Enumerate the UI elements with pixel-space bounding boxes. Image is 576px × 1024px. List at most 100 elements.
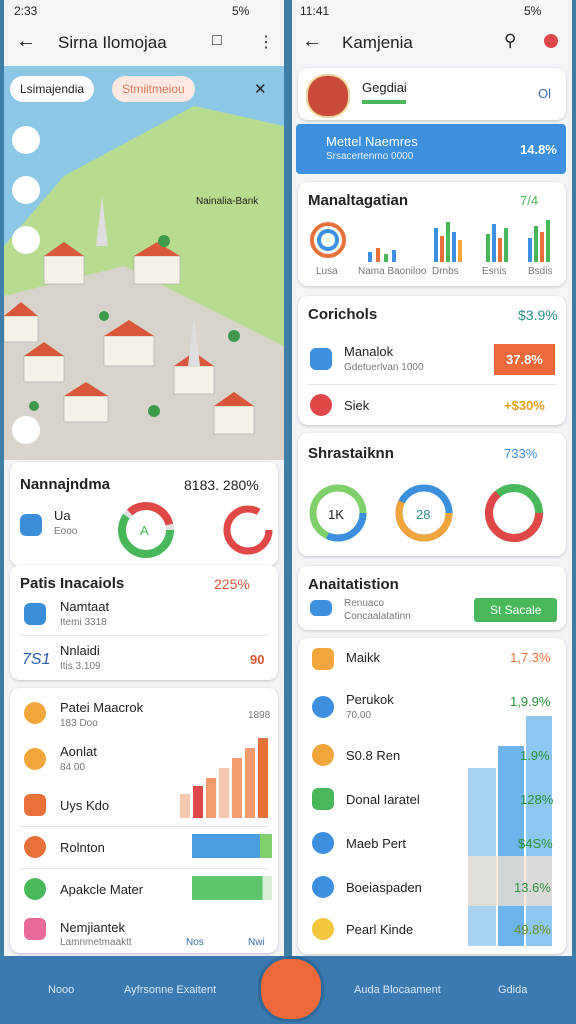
search-button[interactable]: ⚲: [504, 31, 517, 50]
stats-card: Shrastaiknn 733% 1K 28: [298, 433, 566, 556]
status-time: 11:41: [300, 4, 330, 18]
item-value: 49.8%: [514, 922, 551, 937]
back-button[interactable]: ←: [16, 30, 36, 52]
progress: [192, 876, 272, 900]
row-name: Manalok: [344, 344, 394, 359]
map-tool[interactable]: [12, 126, 40, 154]
banner-value: 14.8%: [520, 142, 557, 157]
item-value: 1,9.9%: [510, 694, 551, 709]
partials-title: Patis Inacaiols: [20, 575, 125, 592]
item-icon: [24, 748, 46, 770]
item-name: Uys Kdo: [60, 798, 110, 813]
summary-item: Ua: [54, 508, 71, 523]
chart-label: Drnbs: [432, 266, 459, 277]
management-title: Manaltagatian: [308, 192, 409, 209]
menu-button[interactable]: ⋮: [258, 34, 274, 51]
item-icon: [24, 918, 46, 940]
status-battery: 5%: [232, 4, 250, 18]
item-value: 1,7.3%: [510, 650, 551, 665]
item-name: Rolnton: [60, 840, 105, 855]
chart-label: Lusa: [316, 266, 338, 277]
list-card: Maikk 1,7.3% Perukok 70.00 1,9.9% S0.8 R…: [298, 638, 566, 954]
item-name: Maeb Pert: [346, 836, 406, 851]
chart-decoration: [310, 220, 550, 262]
progress: [192, 834, 272, 858]
app-title: Kamjenia: [342, 33, 413, 52]
nav-item[interactable]: Nwi: [248, 937, 265, 948]
analytics-line: Concaalatatinn: [344, 611, 411, 622]
item-sub: Lamnmetmaaktt: [60, 937, 132, 948]
donut-label: 28: [416, 507, 431, 522]
row-badge: 7S1: [22, 651, 51, 668]
donut: [309, 484, 367, 542]
list-card: Patei Maacrok 183 Doo 1898 Aonlat 84 00 …: [10, 688, 278, 953]
app-title: Sirna Ilomojaa: [58, 33, 167, 52]
right-panel: 11:41 5% ← Kamjenia ⚲ Gegdiai Ol Mettel …: [292, 0, 572, 956]
partials-card: Patis Inacaiols 225% Namtaat Itemi 3318 …: [10, 565, 278, 680]
item-name: Apakcle Mater: [60, 882, 144, 897]
row-sub: Itemi 3318: [60, 617, 107, 628]
banner-sub: Srsacertenmo 0000: [326, 151, 414, 162]
partials-value: 225%: [214, 576, 250, 592]
item-icon: [24, 702, 46, 724]
donut: [223, 505, 273, 555]
row-sub: Gdetuerlvan 1000: [344, 362, 424, 373]
item-value: 128%: [520, 792, 554, 807]
item-name: Aonlat: [60, 744, 97, 759]
profile-card: Gegdiai Ol: [298, 68, 566, 120]
management-value: 7/4: [520, 193, 539, 208]
summary-title: Nannajndma: [20, 476, 111, 493]
item-sub: 183 Doo: [60, 718, 98, 729]
edit-button[interactable]: □: [212, 32, 222, 49]
banner[interactable]: Mettel Naemres Srsacertenmo 0000 14.8%: [296, 124, 566, 174]
controls-card: Corichols $3.9% Manalok Gdetuerlvan 1000…: [298, 296, 566, 425]
chart-label: Esnis: [482, 266, 507, 277]
item-name: Maikk: [346, 650, 380, 665]
analytics-title: Anaitatistion: [308, 576, 399, 593]
status-time: 2:33: [14, 4, 38, 18]
profile-bar: [362, 100, 406, 104]
map-tool[interactable]: [12, 226, 40, 254]
item-icon: [312, 788, 334, 810]
nav-item[interactable]: Nos: [186, 937, 204, 948]
stats-value: 733%: [504, 446, 538, 461]
item-name: Donal Iaratel: [346, 792, 420, 807]
close-button[interactable]: ✕: [254, 81, 267, 98]
notification-button[interactable]: [544, 34, 558, 48]
map-tab[interactable]: Stmiitmeiou: [112, 76, 195, 102]
separator: [20, 635, 268, 636]
map-tool[interactable]: [12, 176, 40, 204]
nav-item[interactable]: Ayfrsonne Exaitent: [124, 984, 217, 996]
map-tool[interactable]: [12, 416, 40, 444]
fab[interactable]: [258, 956, 324, 1022]
nav-item[interactable]: Gdida: [498, 984, 528, 996]
map: [4, 66, 284, 460]
chart-label: Nama Baoniloo: [358, 266, 427, 277]
nav-item[interactable]: Nooo: [48, 984, 75, 996]
map-tab[interactable]: Lsimajendia: [10, 76, 95, 102]
item-icon: [312, 876, 334, 898]
item-value: $4S%: [518, 836, 553, 851]
item-value: 1.9%: [520, 748, 550, 763]
chart-label: Bsdis: [528, 266, 553, 277]
item-sub: 70.00: [346, 710, 372, 721]
stats-title: Shrastaiknn: [308, 445, 394, 462]
item-icon: [24, 836, 46, 858]
analytics-card: Anaitatistion Renuaco Concaalatatinn St …: [298, 566, 566, 630]
analytics-line: Renuaco: [344, 598, 385, 609]
summary-card: Nannajndma 8183. 280% Ua Eooo A: [10, 462, 278, 566]
item-name: Boeiaspaden: [346, 880, 422, 895]
item-value: 13.6%: [514, 880, 551, 895]
controls-title: Corichols: [308, 306, 378, 323]
row-icon: [24, 603, 46, 625]
nav-item[interactable]: Auda Blocaament: [354, 984, 441, 996]
item-icon: [24, 878, 46, 900]
map-label: Nainalia-Bank: [196, 196, 259, 207]
item-icon: [312, 918, 334, 940]
analytics-button[interactable]: St Sacale: [474, 598, 558, 622]
summary-value: 8183. 280%: [184, 477, 259, 493]
back-button[interactable]: ←: [302, 30, 322, 52]
summary-icon: [20, 514, 42, 536]
row-value: 37.8%: [494, 344, 555, 375]
